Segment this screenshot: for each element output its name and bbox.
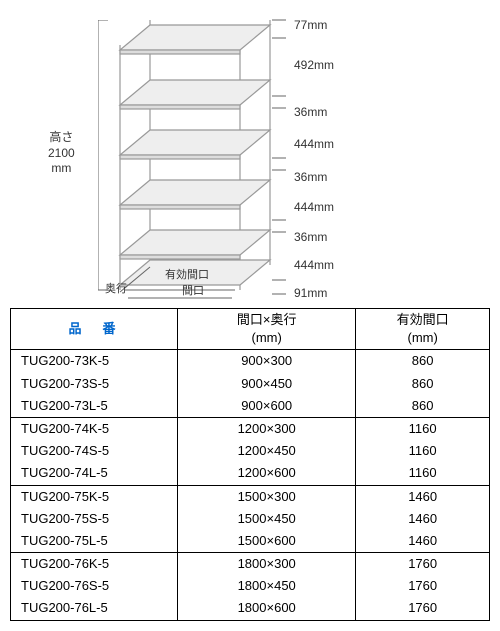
cell-span: 1160 <box>356 440 490 462</box>
height-bracket <box>98 20 110 295</box>
cell-model: TUG200-73K-5 <box>11 350 178 373</box>
cell-span: 860 <box>356 350 490 373</box>
table-row: TUG200-74K-51200×3001160 <box>11 417 490 440</box>
table-row: TUG200-75S-51500×4501460 <box>11 508 490 530</box>
cell-model: TUG200-73S-5 <box>11 373 178 395</box>
spec-table: 品 番 間口×奥行 (mm) 有効間口 (mm) TUG200-73K-5900… <box>10 308 490 621</box>
cell-dim: 1500×300 <box>178 485 356 508</box>
height-unit: mm <box>51 161 71 175</box>
cell-dim: 1800×450 <box>178 575 356 597</box>
cell-dim: 1200×300 <box>178 417 356 440</box>
cell-model: TUG200-76K-5 <box>11 553 178 576</box>
cell-dim: 1500×600 <box>178 530 356 553</box>
header-model: 品 番 <box>11 309 178 350</box>
spacing-value: 77mm <box>294 18 327 32</box>
table-row: TUG200-74S-51200×4501160 <box>11 440 490 462</box>
span-label: 間口 <box>182 282 204 298</box>
cell-span: 860 <box>356 373 490 395</box>
cell-dim: 900×600 <box>178 395 356 418</box>
cell-model: TUG200-75S-5 <box>11 508 178 530</box>
table-row: TUG200-76L-51800×6001760 <box>11 597 490 620</box>
cell-dim: 1800×300 <box>178 553 356 576</box>
height-text: 高さ <box>49 130 73 144</box>
table-row: TUG200-73S-5900×450860 <box>11 373 490 395</box>
cell-model: TUG200-75K-5 <box>11 485 178 508</box>
spacing-value: 444mm <box>294 258 334 272</box>
spacing-value: 444mm <box>294 200 334 214</box>
header-effective: 有効間口 (mm) <box>356 309 490 350</box>
height-dimension: 高さ 2100 mm <box>48 130 75 177</box>
cell-dim: 900×300 <box>178 350 356 373</box>
cell-model: TUG200-74L-5 <box>11 462 178 485</box>
spacing-value: 444mm <box>294 137 334 151</box>
cell-model: TUG200-74S-5 <box>11 440 178 462</box>
shelf-diagram: 高さ 2100 mm <box>10 10 490 300</box>
cell-dim: 1200×450 <box>178 440 356 462</box>
cell-span: 1460 <box>356 485 490 508</box>
cell-model: TUG200-76S-5 <box>11 575 178 597</box>
table-row: TUG200-74L-51200×6001160 <box>11 462 490 485</box>
cell-model: TUG200-73L-5 <box>11 395 178 418</box>
cell-span: 1460 <box>356 530 490 553</box>
spacing-value: 36mm <box>294 105 327 119</box>
table-row: TUG200-73L-5900×600860 <box>11 395 490 418</box>
cell-dim: 1200×600 <box>178 462 356 485</box>
cell-span: 1460 <box>356 508 490 530</box>
cell-span: 1760 <box>356 553 490 576</box>
table-row: TUG200-75L-51500×6001460 <box>11 530 490 553</box>
cell-span: 1760 <box>356 575 490 597</box>
cell-model: TUG200-76L-5 <box>11 597 178 620</box>
cell-span: 1160 <box>356 417 490 440</box>
effective-span-label: 有効間口 <box>165 266 209 282</box>
table-row: TUG200-76S-51800×4501760 <box>11 575 490 597</box>
header-dimensions: 間口×奥行 (mm) <box>178 309 356 350</box>
spacing-brackets <box>272 18 292 298</box>
height-value: 2100 <box>48 146 75 160</box>
cell-span: 1160 <box>356 462 490 485</box>
cell-dim: 1500×450 <box>178 508 356 530</box>
depth-label: 奥行 <box>105 280 127 296</box>
cell-model: TUG200-75L-5 <box>11 530 178 553</box>
table-row: TUG200-76K-51800×3001760 <box>11 553 490 576</box>
spacing-value: 91mm <box>294 286 327 300</box>
table-row: TUG200-75K-51500×3001460 <box>11 485 490 508</box>
cell-model: TUG200-74K-5 <box>11 417 178 440</box>
cell-dim: 1800×600 <box>178 597 356 620</box>
spacing-value: 36mm <box>294 230 327 244</box>
cell-dim: 900×450 <box>178 373 356 395</box>
cell-span: 1760 <box>356 597 490 620</box>
cell-span: 860 <box>356 395 490 418</box>
spacing-value: 36mm <box>294 170 327 184</box>
table-header-row: 品 番 間口×奥行 (mm) 有効間口 (mm) <box>11 309 490 350</box>
spacing-value: 492mm <box>294 58 334 72</box>
table-row: TUG200-73K-5900×300860 <box>11 350 490 373</box>
